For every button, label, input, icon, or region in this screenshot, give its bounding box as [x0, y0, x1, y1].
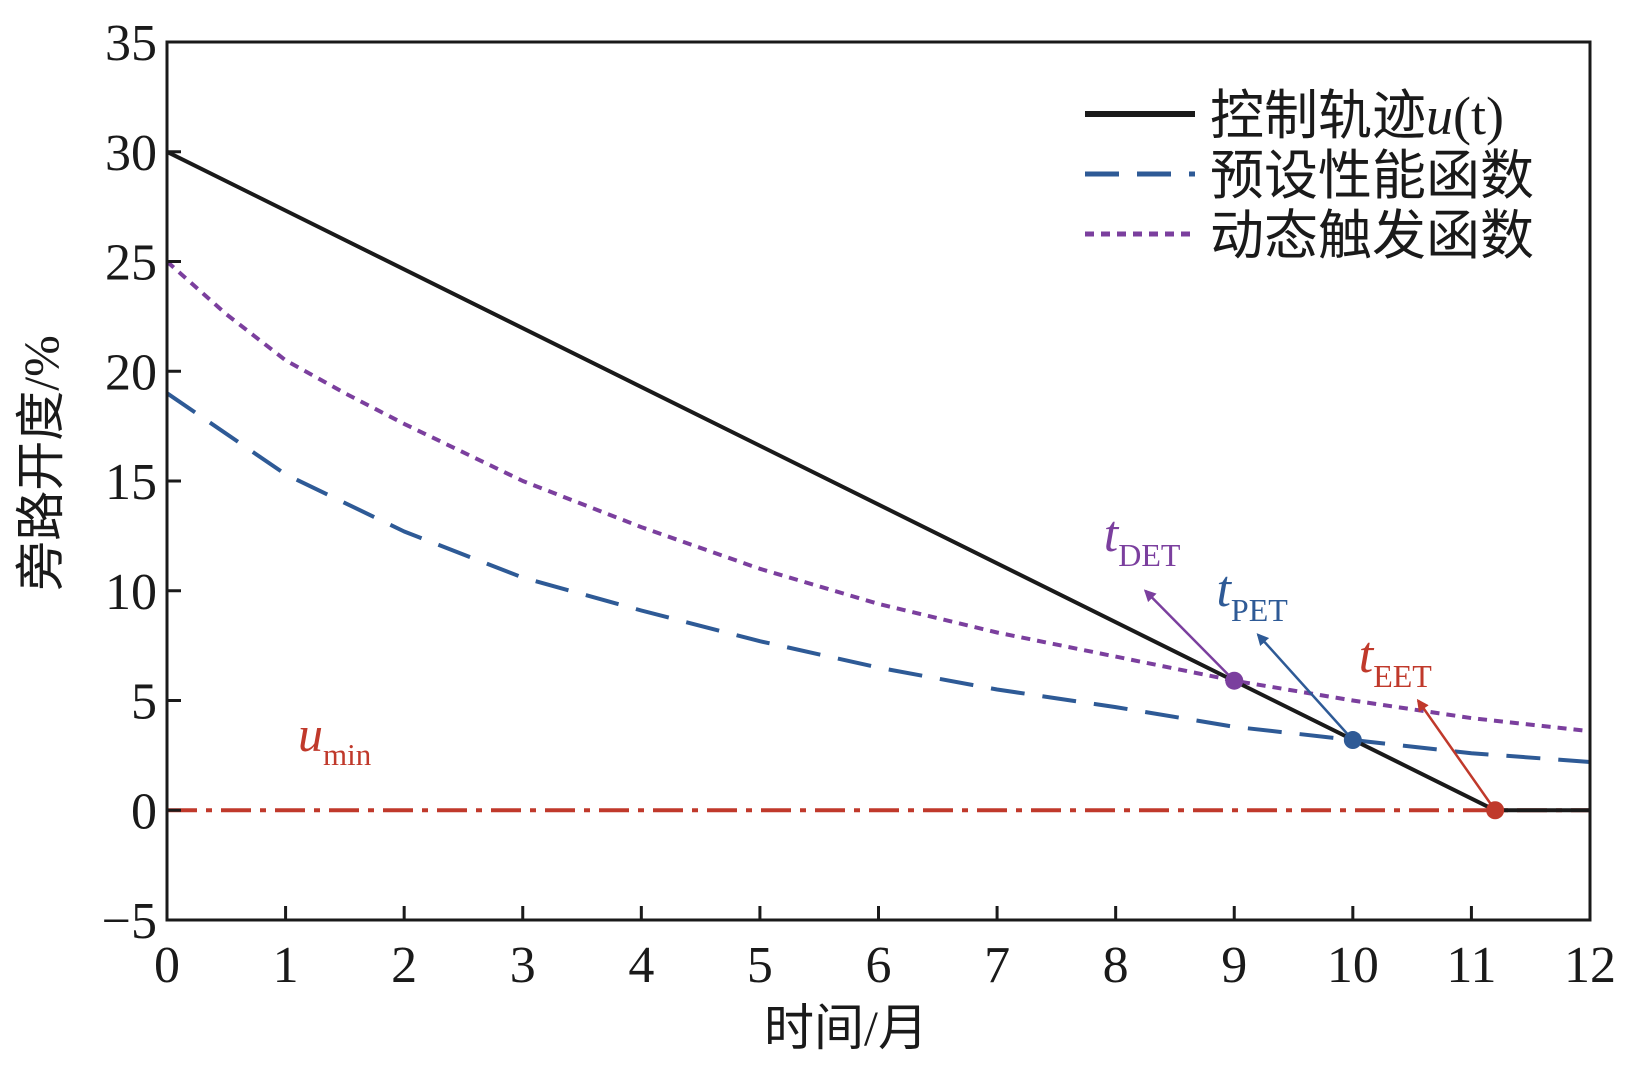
x-tick-label: 11	[1446, 937, 1496, 994]
reference-label-umin-sub: min	[323, 737, 372, 772]
annotation-point-pet	[1343, 731, 1362, 750]
legend-label-main: 控制轨迹	[1210, 86, 1426, 146]
legend-label-suffix: (t)	[1453, 86, 1504, 146]
y-tick-label: 5	[131, 674, 157, 731]
x-tick-label: 4	[628, 937, 654, 994]
legend-label-math: u	[1426, 86, 1453, 146]
y-tick-label: 25	[105, 235, 157, 292]
series-line-2	[165, 391, 1591, 764]
annotation-arrow-pet	[1256, 633, 1354, 741]
y-tick-label: 0	[131, 783, 157, 840]
annotation-label-det-math: t	[1104, 506, 1120, 563]
x-tick-label: 2	[391, 937, 417, 994]
x-tick-label: 10	[1327, 937, 1379, 994]
x-tick-label: 1	[273, 937, 299, 994]
y-tick-label: 10	[105, 564, 157, 621]
y-tick-label: 15	[105, 454, 157, 511]
x-axis-label: 时间/月	[764, 1000, 928, 1056]
x-tick-label: 3	[510, 937, 536, 994]
annotation-label-pet: tPET	[1216, 561, 1288, 628]
annotation-label-eet: tEET	[1359, 627, 1433, 694]
x-tick-label: 6	[866, 937, 892, 994]
x-tick-label: 5	[747, 937, 773, 994]
annotation-point-det	[1225, 671, 1244, 690]
y-tick-label: 20	[105, 344, 157, 401]
annotation-label-eet-sub: EET	[1373, 658, 1432, 694]
annotation-label-det: tDET	[1104, 506, 1181, 573]
annotation-label-pet-sub: PET	[1231, 592, 1288, 628]
x-tick-label: 0	[154, 937, 180, 994]
annotation-arrow-eet	[1416, 698, 1497, 811]
x-tick-label: 12	[1564, 937, 1616, 994]
x-tick-label: 8	[1103, 937, 1129, 994]
x-tick-label: 9	[1221, 937, 1247, 994]
reference-label-umin: umin	[298, 706, 372, 772]
legend-label-3: 动态触发函数	[1210, 206, 1534, 266]
annotation-arrow-det	[1143, 589, 1236, 682]
x-tick-label: 7	[984, 937, 1010, 994]
y-tick-label: 35	[105, 15, 157, 72]
annotation-label-det-sub: DET	[1118, 537, 1181, 573]
reference-label-umin-math: u	[298, 706, 323, 762]
annotation-point-eet	[1486, 801, 1505, 820]
legend-label-1: 控制轨迹u(t)	[1210, 86, 1504, 146]
annotation-label-eet-math: t	[1359, 627, 1375, 684]
y-axis-label: 旁路开度/%	[13, 335, 69, 591]
legend-label-2: 预设性能函数	[1210, 146, 1534, 206]
y-tick-label: 30	[105, 125, 157, 182]
y-tick-label: −5	[102, 893, 157, 950]
annotation-label-pet-math: t	[1216, 561, 1232, 618]
series-line-3	[165, 260, 1591, 734]
